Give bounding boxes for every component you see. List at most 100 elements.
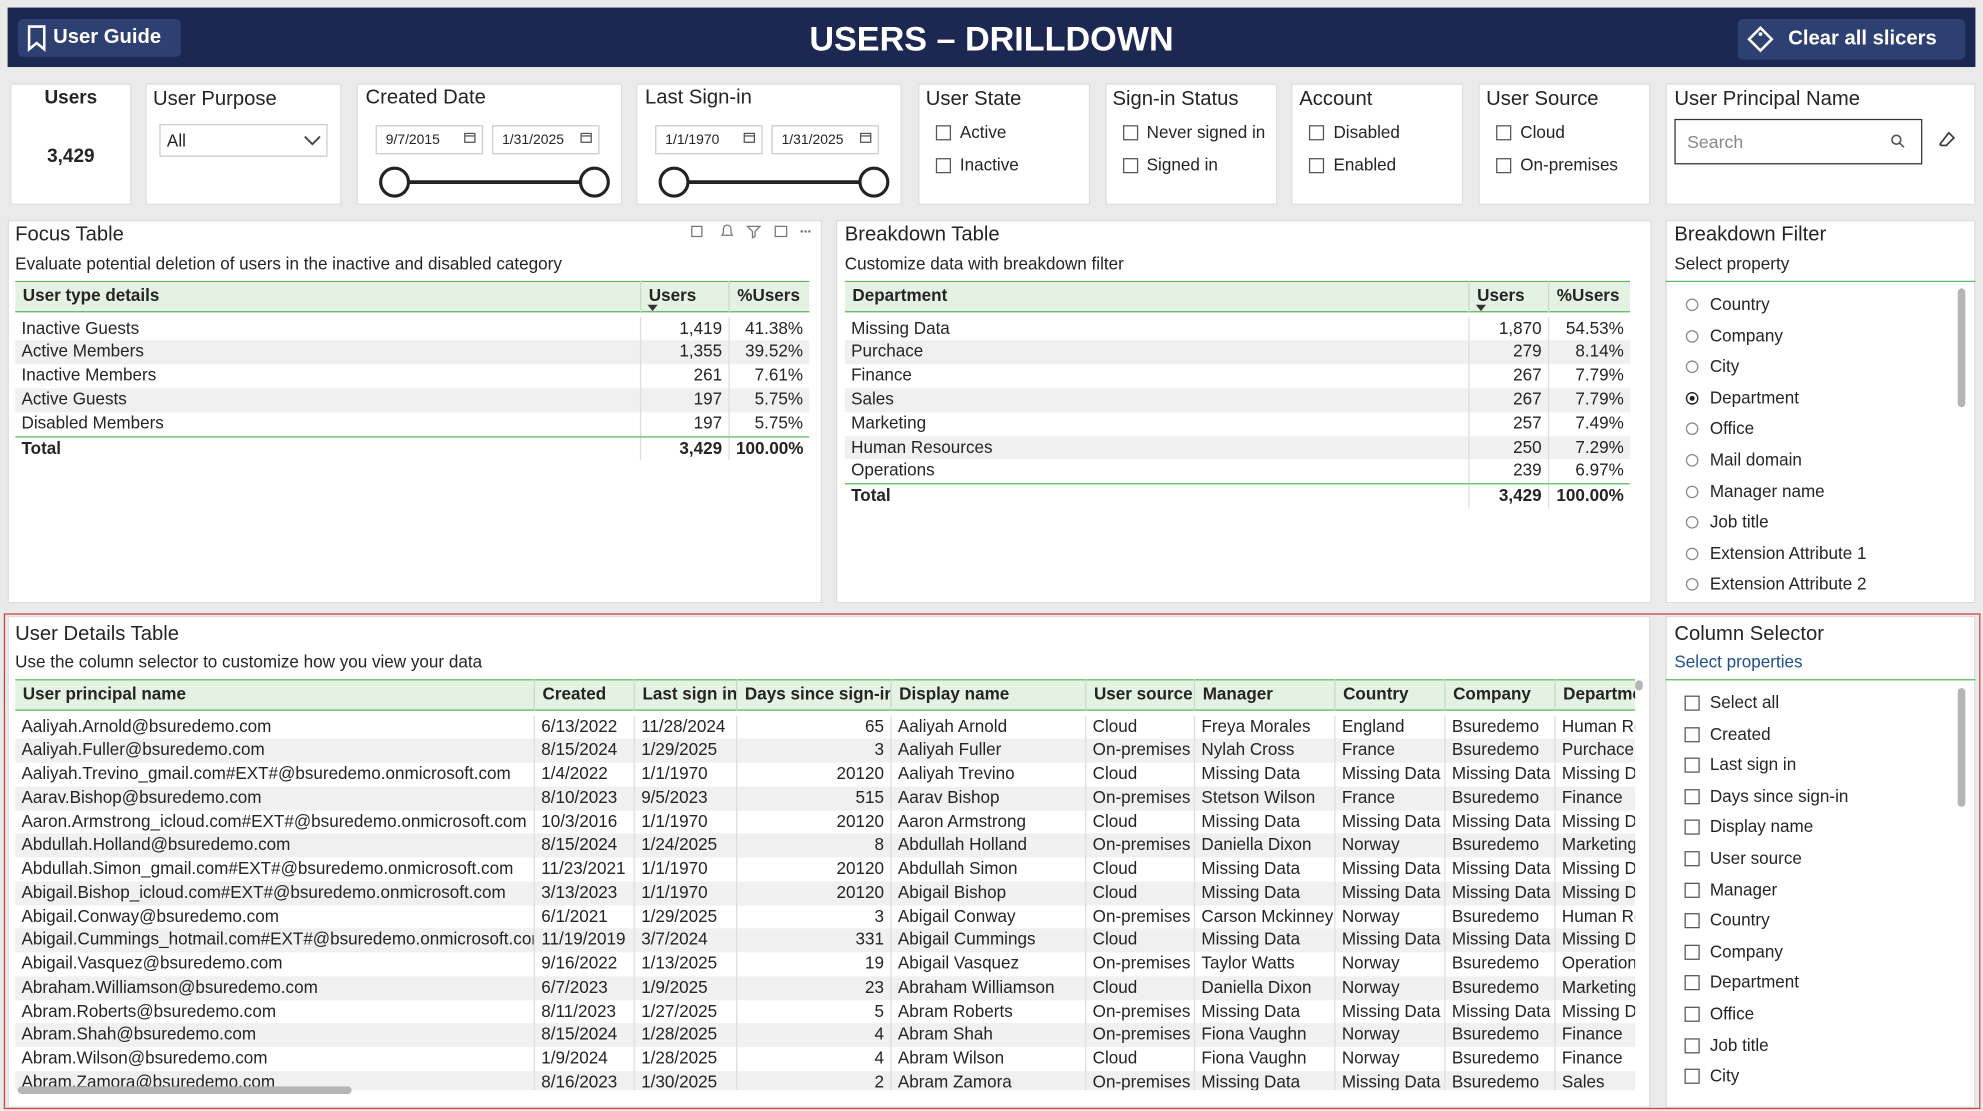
date-range-slider[interactable] [658, 166, 890, 198]
checkbox[interactable] [1684, 695, 1700, 711]
user-guide-label[interactable]: User Guide [53, 26, 162, 49]
date-value[interactable]: 1/1/1970 [665, 132, 720, 148]
checkbox[interactable] [935, 158, 952, 174]
checkbox-label[interactable]: Inactive [959, 155, 1019, 175]
column-header[interactable]: Users [1468, 280, 1548, 313]
radio-button[interactable] [1685, 391, 1699, 405]
column-header[interactable]: Days since sign-in [736, 679, 890, 711]
checkbox-label[interactable]: Manager [1709, 879, 1778, 899]
radio-label[interactable]: Company [1709, 325, 1783, 345]
radio-button[interactable] [1685, 578, 1699, 592]
dropdown-value[interactable]: All [166, 131, 186, 151]
search-placeholder[interactable]: Search [1687, 131, 1744, 152]
checkbox-label[interactable]: City [1709, 1066, 1740, 1086]
checkbox[interactable] [1684, 913, 1700, 929]
checkbox[interactable] [1122, 125, 1138, 141]
radio-label[interactable]: Extension Attribute 2 [1709, 574, 1867, 594]
checkbox[interactable] [1309, 125, 1325, 141]
checkbox-label[interactable]: Cloud [1520, 122, 1565, 142]
radio-button[interactable] [1685, 516, 1699, 529]
checkbox-label[interactable]: On-premises [1520, 155, 1618, 175]
column-header[interactable]: Country [1334, 679, 1444, 711]
column-header[interactable]: Users [639, 280, 729, 313]
checkbox-label[interactable]: Created [1709, 724, 1771, 744]
checkbox[interactable] [1496, 125, 1512, 141]
radio-label[interactable]: Extension Attribute 1 [1709, 543, 1867, 563]
radio-label[interactable]: Mail domain [1709, 450, 1802, 470]
column-header[interactable]: Manager [1193, 679, 1334, 711]
checkbox-label[interactable]: Enabled [1333, 155, 1397, 175]
radio-label[interactable]: Country [1709, 294, 1770, 314]
checkbox[interactable] [1684, 1037, 1700, 1053]
table-cell: Cloud [1085, 976, 1194, 1000]
checkbox[interactable] [1122, 158, 1138, 174]
column-header[interactable]: User source [1085, 679, 1194, 711]
date-value[interactable]: 1/31/2025 [502, 132, 564, 148]
checkbox[interactable] [1684, 882, 1700, 898]
radio-label[interactable]: Manager name [1709, 481, 1825, 501]
date-value[interactable]: 9/7/2015 [385, 132, 440, 148]
checkbox-label[interactable]: Office [1709, 1004, 1755, 1024]
radio-button[interactable] [1685, 547, 1699, 560]
total-row: Total 3,429 100.00% [15, 435, 810, 461]
clear-filter-icon[interactable] [1938, 131, 1956, 147]
search-box[interactable] [1674, 118, 1923, 165]
checkbox-label[interactable]: Disabled [1333, 122, 1400, 142]
checkbox-label[interactable]: Company [1709, 941, 1783, 961]
checkbox[interactable] [1309, 158, 1325, 174]
column-header[interactable]: Last sign in [633, 679, 736, 711]
table-cell: Cloud [1085, 715, 1194, 740]
checkbox[interactable] [1684, 1006, 1700, 1022]
radio-button[interactable] [1685, 360, 1699, 374]
checkbox[interactable] [1496, 158, 1512, 174]
radio-label[interactable]: City [1709, 356, 1740, 376]
radio-button[interactable] [1685, 485, 1699, 498]
clear-label[interactable]: Clear all slicers [1788, 27, 1937, 50]
checkbox[interactable] [1684, 851, 1700, 867]
column-header[interactable]: User principal name [22, 684, 186, 704]
column-header[interactable]: User type details [22, 285, 160, 305]
checkbox-label[interactable]: Signed in [1146, 155, 1218, 175]
date-range-slider[interactable] [379, 166, 610, 198]
checkbox[interactable] [1684, 820, 1700, 836]
radio-button[interactable] [1685, 298, 1699, 312]
checkbox-label[interactable]: Display name [1709, 817, 1814, 837]
date-value[interactable]: 1/31/2025 [781, 132, 844, 148]
checkbox-label[interactable]: Active [959, 122, 1007, 142]
checkbox[interactable] [1684, 788, 1700, 805]
table-cell: 23 [736, 976, 890, 1000]
radio-label[interactable]: Office [1709, 419, 1755, 439]
checkbox-label[interactable]: Department [1709, 973, 1800, 992]
dropdown[interactable] [159, 123, 328, 157]
table-cell: Missing Data [1554, 857, 1635, 882]
checkbox-label[interactable]: User source [1709, 848, 1802, 868]
column-header[interactable]: %Users [728, 280, 809, 313]
radio-label[interactable]: Job title [1709, 512, 1769, 532]
radio-button[interactable] [1685, 422, 1699, 436]
checkbox[interactable] [1684, 944, 1700, 960]
column-header[interactable]: Department [1554, 679, 1635, 711]
checkbox[interactable] [1684, 1068, 1700, 1085]
checkbox-label[interactable]: Days since sign-in [1709, 786, 1849, 806]
checkbox-label[interactable]: Select all [1709, 693, 1780, 713]
radio-button[interactable] [1685, 329, 1699, 343]
column-header[interactable]: Department [852, 285, 948, 305]
checkbox-label[interactable]: Never signed in [1146, 122, 1266, 142]
checkbox-label[interactable]: Country [1709, 910, 1770, 930]
column-header[interactable]: Company [1444, 679, 1554, 711]
checkbox[interactable] [1684, 975, 1700, 991]
table-cell: Norway [1334, 1023, 1444, 1048]
visual-toolbar[interactable] [691, 224, 812, 239]
checkbox[interactable] [935, 125, 952, 141]
column-header[interactable]: Created [533, 679, 634, 711]
column-header[interactable]: %Users [1547, 280, 1630, 313]
table-cell: Abigail.Cummings_hotmail.com#EXT#@bsured… [21, 929, 534, 949]
radio-label[interactable]: Department [1709, 387, 1800, 407]
clear-button[interactable] [1737, 18, 1966, 60]
radio-button[interactable] [1685, 454, 1699, 467]
checkbox[interactable] [1684, 726, 1700, 742]
checkbox-label[interactable]: Last sign in [1709, 755, 1797, 775]
checkbox-label[interactable]: Job title [1709, 1035, 1769, 1055]
column-header[interactable]: Display name [890, 679, 1085, 711]
checkbox[interactable] [1684, 757, 1700, 773]
